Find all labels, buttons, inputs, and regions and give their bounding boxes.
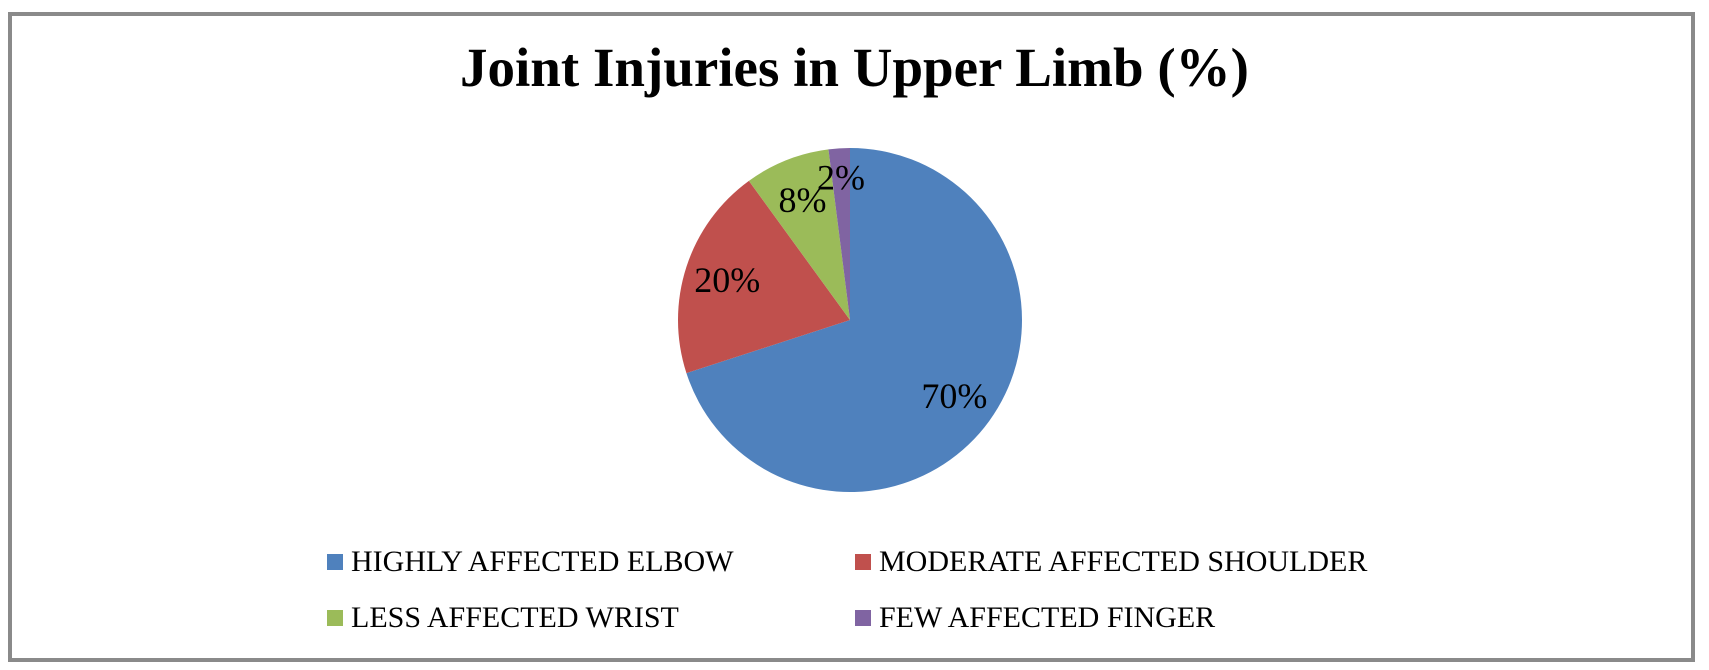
legend-marker-elbow	[327, 554, 343, 570]
legend-item-finger: FEW AFFECTED FINGER	[855, 601, 1216, 634]
legend-label-elbow: HIGHLY AFFECTED ELBOW	[351, 545, 734, 578]
pie-slice-3	[828, 148, 850, 320]
pie-slice-0	[686, 148, 1023, 492]
pie-data-label-0: 70%	[921, 376, 987, 416]
legend-label-finger: FEW AFFECTED FINGER	[879, 601, 1216, 634]
legend-marker-shoulder	[855, 554, 871, 570]
pie-slice-2	[748, 149, 850, 320]
legend-marker-finger	[855, 610, 871, 626]
chart-title: Joint Injuries in Upper Limb (%)	[460, 37, 1249, 98]
pie-data-label-1: 20%	[694, 260, 760, 300]
legend-item-elbow: HIGHLY AFFECTED ELBOW	[327, 545, 734, 578]
legend-label-wrist: LESS AFFECTED WRIST	[351, 601, 679, 634]
pie-data-label-3: 2%	[817, 158, 865, 198]
legend-label-shoulder: MODERATE AFFECTED SHOULDER	[879, 545, 1368, 578]
legend-item-wrist: LESS AFFECTED WRIST	[327, 601, 679, 634]
legend-item-shoulder: MODERATE AFFECTED SHOULDER	[855, 545, 1368, 578]
legend-marker-wrist	[327, 610, 343, 626]
pie-slice-1	[678, 180, 850, 374]
pie-data-label-2: 8%	[779, 180, 827, 220]
